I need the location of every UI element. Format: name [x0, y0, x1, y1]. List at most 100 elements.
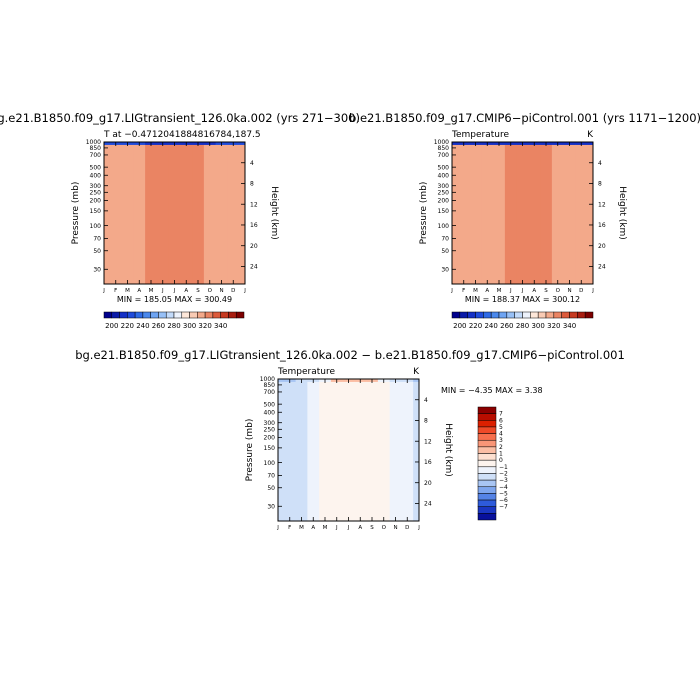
- colorbar-label: 280: [516, 322, 529, 330]
- colorbar-box: [228, 311, 237, 319]
- colorbar-box: [522, 311, 531, 319]
- colorbar-box: [569, 311, 578, 319]
- contour-cell: [481, 144, 494, 285]
- colorbar-box: [561, 311, 570, 319]
- colorbar-label: 1: [499, 451, 503, 458]
- pressure-tick-label: 30: [441, 266, 449, 273]
- height-tick-label: 8: [424, 418, 428, 425]
- contour-cell: [121, 144, 134, 285]
- month-tick-label: J: [450, 288, 453, 294]
- colorbar-label: 6: [499, 417, 503, 424]
- colorbar-box: [235, 311, 245, 319]
- colorbar-box: [537, 311, 547, 319]
- height-tick-label: 16: [598, 222, 606, 229]
- colorbar-box: [477, 459, 497, 468]
- panel-3: bg.e21.B1850.f09_g17.LIGtransient_126.0k…: [75, 348, 625, 531]
- panel-2: b.e21.B1850.f09_g17.CMIP6−piControl.001 …: [349, 111, 700, 330]
- month-tick-label: M: [125, 288, 130, 294]
- pressure-tick-label: 700: [264, 389, 276, 396]
- pressure-tick-label: 700: [90, 152, 102, 159]
- month-tick-label: F: [288, 525, 291, 531]
- pressure-tick-label: 500: [90, 164, 102, 171]
- contour-cell: [551, 144, 565, 285]
- colorbar-box: [477, 426, 497, 434]
- height-tick-label: 20: [598, 243, 606, 250]
- colorbar-label: 240: [484, 322, 497, 330]
- height-tick-label: 4: [424, 397, 428, 404]
- pressure-tick-label: 850: [264, 382, 276, 389]
- colorbar-label: −4: [499, 484, 508, 491]
- contour-cell: [295, 381, 308, 522]
- month-tick-label: N: [393, 525, 397, 531]
- contour-cell: [319, 381, 332, 522]
- month-tick-label: S: [370, 525, 374, 531]
- colorbar-box: [553, 311, 562, 319]
- height-tick-label: 4: [250, 160, 254, 167]
- pressure-tick-label: 100: [438, 223, 450, 230]
- colorbar-box: [477, 493, 497, 501]
- pressure-tick-label: 30: [267, 503, 275, 510]
- month-tick-label: J: [509, 288, 512, 294]
- colorbar-box: [103, 311, 113, 319]
- contour-cell: [516, 144, 529, 285]
- colorbar-label: 340: [214, 322, 227, 330]
- pressure-tick-label: 70: [441, 236, 449, 243]
- colorbar-label: 340: [563, 322, 576, 330]
- panel-subtitle-right: K: [413, 367, 420, 377]
- panel-subtitle-left: T at −0.4712041884816784,187.5: [103, 130, 261, 140]
- contour-cell: [145, 144, 158, 285]
- colorbar-box: [134, 311, 144, 319]
- colorbar-box: [220, 311, 229, 319]
- contour-cell: [168, 144, 181, 285]
- y-axis-label-right: Height (km): [443, 423, 453, 477]
- pressure-tick-label: 200: [438, 198, 450, 205]
- contour-cell: [104, 144, 111, 285]
- pressure-tick-label: 700: [438, 152, 450, 159]
- pressure-tick-label: 250: [264, 427, 276, 434]
- month-tick-label: F: [114, 288, 117, 294]
- colorbar-label: 4: [499, 431, 503, 438]
- contour-cell: [540, 144, 553, 285]
- pressure-tick-label: 400: [264, 409, 276, 416]
- colorbar: 200 220 240 260 280 300 320 340: [103, 311, 245, 330]
- month-tick-label: O: [556, 288, 561, 294]
- month-tick-label: J: [335, 525, 338, 531]
- height-tick-label: 12: [598, 201, 606, 208]
- colorbar-box: [204, 311, 214, 319]
- height-tick-label: 24: [598, 264, 606, 271]
- y-axis-label-right: Height (km): [617, 186, 627, 240]
- height-tick-label: 24: [250, 264, 258, 271]
- colorbar-label: 200: [105, 322, 118, 330]
- pressure-tick-label: 500: [264, 401, 276, 408]
- contour-cell: [156, 144, 170, 285]
- month-tick-label: A: [184, 288, 188, 294]
- pressure-tick-label: 150: [438, 208, 450, 215]
- colorbar-box: [477, 466, 497, 474]
- contour-cell: [354, 381, 367, 522]
- month-tick-label: J: [173, 288, 176, 294]
- colorbar-label: −7: [499, 504, 508, 511]
- panel-subtitle-left: Temperature: [277, 367, 335, 377]
- pressure-tick-label: 50: [267, 485, 275, 492]
- pressure-tick-label: 300: [90, 183, 102, 190]
- contour-field: [278, 379, 420, 522]
- pressure-tick-label: 1000: [434, 139, 449, 146]
- height-tick-label: 4: [598, 160, 602, 167]
- colorbar-label: 240: [136, 322, 149, 330]
- height-tick-label: 20: [250, 243, 258, 250]
- month-tick-label: J: [102, 288, 105, 294]
- height-tick-label: 16: [424, 459, 432, 466]
- month-tick-label: M: [323, 525, 328, 531]
- panel-title: b.e21.B1850.f09_g17.CMIP6−piControl.001 …: [349, 111, 700, 125]
- colorbar-box: [477, 420, 497, 428]
- y-axis-label: Pressure (mb): [71, 182, 81, 245]
- colorbar-box: [451, 311, 461, 319]
- pressure-tick-label: 30: [93, 266, 101, 273]
- month-tick-label: M: [149, 288, 154, 294]
- month-tick-label: N: [219, 288, 223, 294]
- colorbar-label: 3: [499, 437, 503, 444]
- contour-cell: [283, 381, 297, 522]
- panel-title: bg.e21.B1850.f09_g17.LIGtransient_126.0k…: [0, 111, 360, 125]
- colorbar-box: [483, 311, 492, 319]
